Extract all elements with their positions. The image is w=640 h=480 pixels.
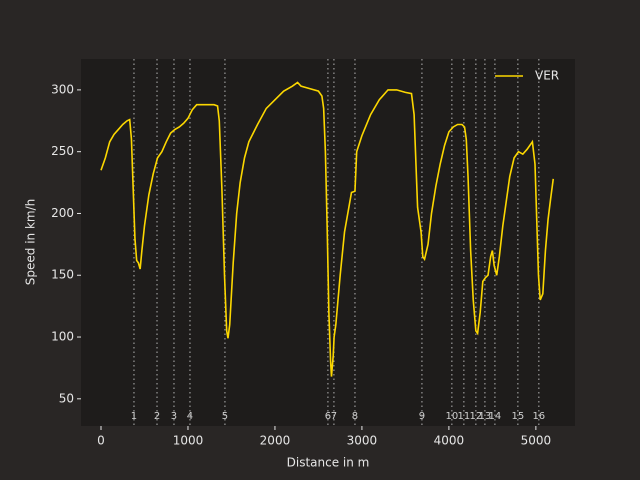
- y-tick-label: 200: [51, 206, 74, 220]
- corner-label: 10: [445, 411, 458, 422]
- corner-label: 2: [154, 411, 160, 422]
- y-axis-label: Speed in km/h: [24, 199, 38, 285]
- legend-label: VER: [535, 69, 559, 83]
- corner-label: 4: [187, 411, 193, 422]
- corner-label: 13: [479, 411, 492, 422]
- y-tick-label: 50: [59, 391, 74, 405]
- x-tick-label: 2000: [260, 434, 291, 448]
- x-tick-label: 1000: [173, 434, 204, 448]
- corner-label: 6: [325, 411, 331, 422]
- corner-label: 1: [131, 411, 137, 422]
- y-tick-label: 250: [51, 144, 74, 158]
- corner-label: 9: [419, 411, 425, 422]
- x-axis-label: Distance in m: [287, 456, 370, 470]
- y-tick-label: 300: [51, 82, 74, 96]
- corner-label: 12: [469, 411, 482, 422]
- corner-label: 16: [532, 411, 545, 422]
- corner-label: 14: [489, 411, 502, 422]
- corner-label: 15: [511, 411, 524, 422]
- x-tick-label: 5000: [521, 434, 552, 448]
- corner-label: 11: [457, 411, 470, 422]
- speed-line: [100, 81, 555, 377]
- y-tick-label: 100: [51, 330, 74, 344]
- corner-label: 3: [171, 411, 177, 422]
- x-tick-label: 4000: [434, 434, 465, 448]
- corner-label: 8: [352, 411, 358, 422]
- corner-label: 5: [222, 411, 228, 422]
- corner-label: 7: [331, 411, 337, 422]
- y-tick-label: 150: [51, 268, 74, 282]
- x-tick-label: 3000: [347, 434, 378, 448]
- x-tick-label: 0: [97, 434, 105, 448]
